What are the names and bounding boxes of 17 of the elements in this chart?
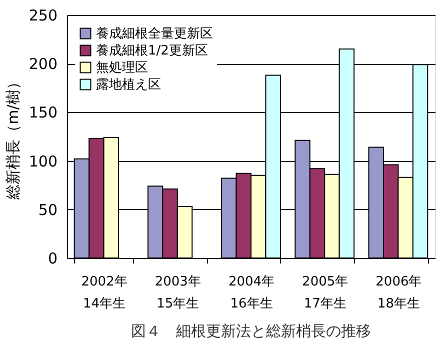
x-tick-label: 2003年 15年生 bbox=[154, 274, 201, 312]
x-tick-label: 2006年 18年生 bbox=[376, 274, 422, 312]
x-tick-label: 2002年 14年生 bbox=[81, 274, 128, 312]
y-tick-label: 0 bbox=[48, 250, 58, 268]
caption: 図４ 細根更新法と総新梢長の推移 bbox=[131, 322, 371, 340]
x-tick-label: 2005年 17年生 bbox=[302, 274, 348, 312]
x-tick-label: 2004年 16年生 bbox=[228, 274, 275, 312]
y-tick-label: 150 bbox=[28, 104, 58, 122]
y-tick-label: 100 bbox=[28, 152, 58, 170]
legend-label: 露地植え区 bbox=[96, 78, 161, 92]
y-tick-label: 200 bbox=[28, 55, 58, 74]
y-tick-label: 50 bbox=[38, 200, 58, 219]
legend-label: 養成細根全量更新区 bbox=[96, 26, 213, 42]
y-axis-title: 総新梢長（m/樹） bbox=[4, 74, 22, 200]
legend-label: 無処理区 bbox=[96, 60, 148, 76]
y-tick-label: 250 bbox=[28, 6, 58, 24]
legend-label: 養成細根1/2更新区 bbox=[96, 44, 208, 58]
